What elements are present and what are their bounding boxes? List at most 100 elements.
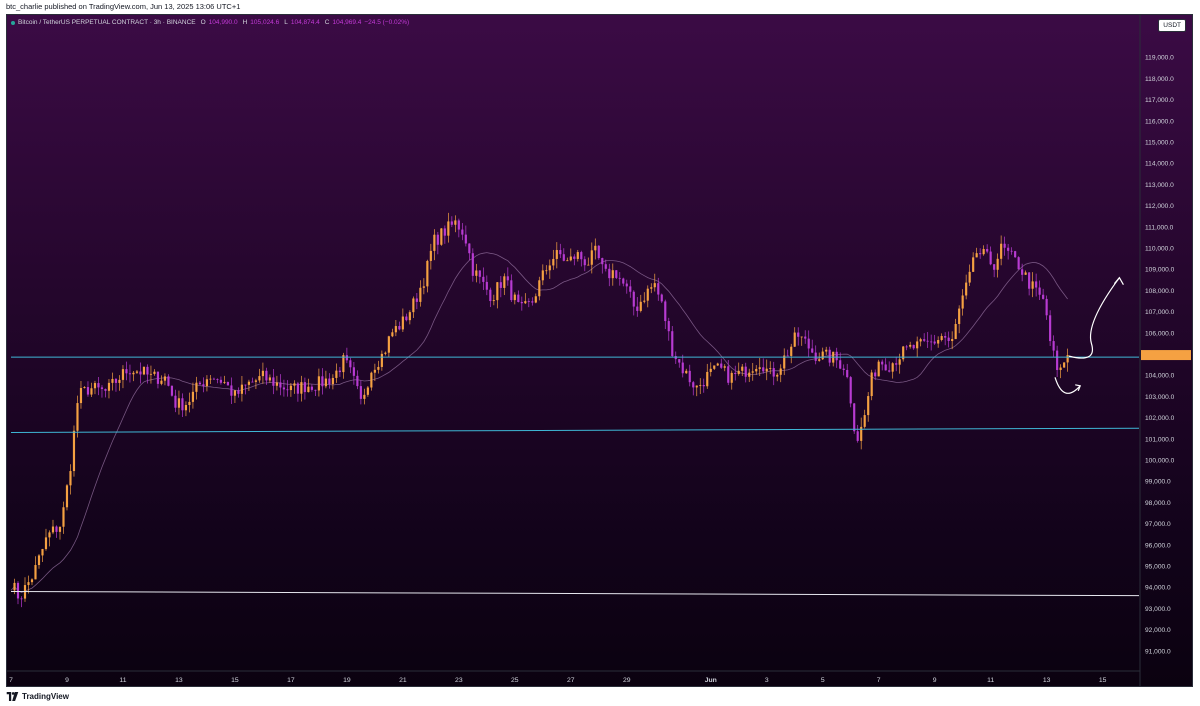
moving-average-line [10, 252, 1068, 594]
bounce-arrow-line [1054, 377, 1081, 394]
candle-body [177, 398, 181, 408]
candle-body [149, 373, 153, 375]
candle-body [86, 387, 90, 395]
market-status-icon [11, 20, 15, 25]
candle-body [566, 260, 569, 262]
candle-body [118, 379, 121, 383]
candle-body [282, 387, 285, 390]
candle-body [678, 359, 681, 363]
candle-body [685, 370, 688, 374]
candle-body [405, 316, 408, 321]
candle-body [716, 363, 719, 366]
candle-body [646, 288, 649, 301]
candle-body [548, 265, 551, 271]
candle-body [765, 368, 768, 372]
candle-body [482, 276, 485, 282]
y-tick-label: 101,000.0 [1145, 436, 1175, 443]
candle-body [37, 555, 41, 566]
candle-body [247, 381, 251, 385]
candle-body [748, 372, 751, 377]
candle-body [909, 344, 912, 347]
candle-body [552, 258, 555, 266]
candle-body [937, 340, 940, 344]
candle-body [772, 368, 775, 377]
candle-body [996, 258, 999, 270]
candle-body [702, 384, 705, 387]
candle-body [128, 373, 132, 375]
candle-body [930, 341, 933, 343]
candle-body [478, 270, 481, 277]
candle-body [443, 228, 446, 236]
candle-body [146, 366, 149, 375]
high-value: 105,024.6 [250, 19, 280, 26]
y-tick-label: 115,000.0 [1145, 140, 1174, 147]
candle-body [324, 378, 327, 387]
candle-body [240, 384, 244, 394]
candle-body [520, 301, 523, 304]
symbol-title[interactable]: Bitcoin / TetherUS PERPETUAL CONTRACT · … [18, 19, 196, 26]
candle-body [366, 387, 369, 395]
candle-body [471, 253, 474, 276]
candle-body [933, 341, 936, 344]
candle-body [440, 228, 443, 245]
candle-body [975, 253, 978, 258]
tradingview-logo-icon [6, 692, 19, 701]
candle-body [800, 336, 803, 338]
candle-body [454, 220, 457, 225]
candle-body [184, 405, 188, 411]
candle-body [209, 378, 212, 380]
candle-body [468, 243, 471, 254]
candle-body [979, 253, 982, 255]
candle-body [650, 287, 653, 289]
y-tick-label: 119,000.0 [1145, 55, 1174, 62]
candle-body [989, 251, 992, 265]
candle-body [573, 256, 576, 259]
candle-body [734, 372, 737, 374]
publish-text: btc_charlie published on TradingView.com… [6, 2, 241, 11]
candle-body [783, 355, 786, 369]
candle-body [1010, 250, 1013, 252]
candle-body [275, 382, 278, 386]
candle-body [625, 283, 628, 287]
x-tick-label: Jun [705, 677, 717, 684]
candle-body [916, 341, 919, 349]
candle-body [744, 366, 747, 377]
x-tick-label: 19 [343, 677, 351, 684]
brand-name: TradingView [22, 692, 69, 701]
candle-body [349, 360, 352, 368]
chart-area[interactable]: 91,000.0 92,000.0 93,000.0 94,000.0 95,000.0… [6, 14, 1193, 687]
x-tick-label: 9 [65, 677, 69, 684]
candle-body [636, 306, 639, 311]
candle-body [559, 250, 562, 255]
candle-body [751, 371, 754, 373]
candle-body [874, 372, 877, 377]
candle-body [447, 221, 450, 236]
candle-body [1003, 243, 1006, 248]
currency-button[interactable]: USDT [1158, 19, 1186, 32]
open-label: O [200, 19, 206, 26]
candle-body [1042, 294, 1045, 299]
candle-body [618, 277, 621, 279]
candle-body [951, 339, 954, 341]
candle-body [356, 375, 359, 387]
candle-body [296, 383, 299, 394]
candle-body [982, 248, 985, 255]
candle-body [331, 377, 334, 385]
candle-body [139, 371, 142, 375]
y-tick-label: 95,000.0 [1145, 564, 1171, 571]
candle-body [615, 270, 618, 278]
candle-body [877, 361, 880, 377]
close-label: C [324, 19, 330, 26]
candle-body [156, 371, 160, 384]
candle-body [891, 363, 894, 372]
candle-body [905, 346, 908, 348]
candlestick-chart[interactable]: 91,000.0 92,000.0 93,000.0 94,000.0 95,000.0… [7, 15, 1193, 687]
candle-body [1035, 281, 1038, 288]
candle-body [755, 368, 758, 372]
candle-body [839, 360, 842, 369]
candle-body [191, 391, 195, 402]
candle-body [314, 389, 317, 391]
y-tick-label: 92,000.0 [1145, 627, 1171, 634]
candle-body [692, 382, 695, 388]
x-tick-label: 7 [9, 677, 13, 684]
